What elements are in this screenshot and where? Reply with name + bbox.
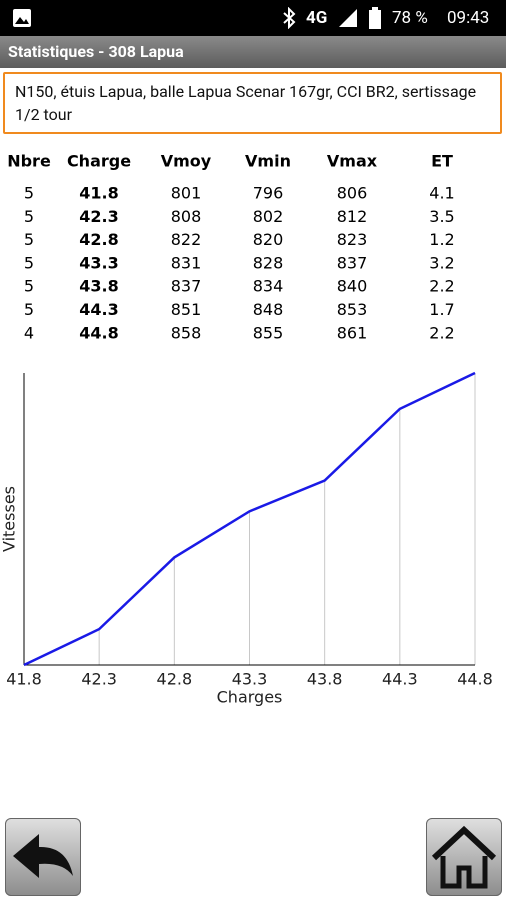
content: Nbre Charge Vmoy Vmin Vmax ET 5 41.8 801 796 806 4.… xyxy=(0,152,493,707)
table-cell: 806 xyxy=(337,184,368,203)
table-cell: 43.8 xyxy=(79,277,118,296)
table-cell: 5 xyxy=(24,300,34,319)
battery-icon xyxy=(369,7,381,29)
table-cell: 44.8 xyxy=(79,323,118,342)
table-cell: 5 xyxy=(24,253,34,272)
battery-level: 78 % xyxy=(392,8,428,28)
table-cell: 4.1 xyxy=(429,184,454,203)
data-line xyxy=(23,371,476,667)
description-box: N150, étuis Lapua, balle Lapua Scenar 16… xyxy=(3,72,502,134)
home-icon xyxy=(431,825,497,889)
table-cell: 840 xyxy=(337,277,368,296)
table-cell: 828 xyxy=(253,253,284,272)
table-cell: 5 xyxy=(24,277,34,296)
table-cell: 796 xyxy=(253,184,284,203)
table-cell: 853 xyxy=(337,300,368,319)
bluetooth-icon xyxy=(283,7,296,29)
x-axis-label: Charges xyxy=(217,688,283,707)
network-label: 4G xyxy=(306,8,328,28)
back-button[interactable] xyxy=(5,818,81,896)
table-cell: 861 xyxy=(337,323,368,342)
signal-icon xyxy=(339,9,357,27)
table-cell: 851 xyxy=(171,300,202,319)
back-icon xyxy=(13,834,73,878)
x-tick-label: 41.8 xyxy=(6,670,42,689)
table-cell: 808 xyxy=(171,207,202,226)
table-header: Vmax xyxy=(327,152,378,171)
x-tick-label: 43.8 xyxy=(307,670,343,689)
home-button[interactable] xyxy=(426,818,502,896)
y-axis-label: Vitesses xyxy=(0,486,19,552)
table-cell: 1.2 xyxy=(429,230,454,249)
x-tick-label: 42.8 xyxy=(157,670,193,689)
x-tick-label: 44.3 xyxy=(382,670,418,689)
table-cell: 812 xyxy=(337,207,368,226)
table-cell: 822 xyxy=(171,230,202,249)
table-cell: 858 xyxy=(171,323,202,342)
table-cell: 42.8 xyxy=(79,230,118,249)
table-cell: 801 xyxy=(171,184,202,203)
table-cell: 802 xyxy=(253,207,284,226)
table-cell: 831 xyxy=(171,253,202,272)
table-cell: 823 xyxy=(337,230,368,249)
table-cell: 820 xyxy=(253,230,284,249)
table-cell: 837 xyxy=(337,253,368,272)
table-cell: 2.2 xyxy=(429,323,454,342)
table-cell: 834 xyxy=(253,277,284,296)
table-cell: 5 xyxy=(24,184,34,203)
clock: 09:43 xyxy=(447,8,490,28)
x-tick-label: 44.8 xyxy=(457,670,493,689)
title-bar: Statistiques - 308 Lapua xyxy=(0,36,506,68)
table-cell: 5 xyxy=(24,230,34,249)
table-cell: 5 xyxy=(24,207,34,226)
table-cell: 3.2 xyxy=(429,253,454,272)
table-cell: 41.8 xyxy=(79,184,118,203)
table-cell: 43.3 xyxy=(79,253,118,272)
table-header: Vmin xyxy=(245,152,291,171)
x-tick-label: 43.3 xyxy=(232,670,268,689)
table-header: Vmoy xyxy=(161,152,212,171)
table-cell: 1.7 xyxy=(429,300,454,319)
status-bar: 4G 78 % 09:43 xyxy=(0,0,506,36)
table-cell: 4 xyxy=(24,323,34,342)
table-header: Charge xyxy=(67,152,131,171)
x-tick-label: 42.3 xyxy=(81,670,117,689)
table-cell: 855 xyxy=(253,323,284,342)
gallery-icon xyxy=(13,9,31,27)
table-header: ET xyxy=(431,152,453,171)
table-cell: 837 xyxy=(171,277,202,296)
table-cell: 2.2 xyxy=(429,277,454,296)
table-cell: 42.3 xyxy=(79,207,118,226)
table-cell: 3.5 xyxy=(429,207,454,226)
table-header: Nbre xyxy=(7,152,51,171)
table-cell: 44.3 xyxy=(79,300,118,319)
table-cell: 848 xyxy=(253,300,284,319)
